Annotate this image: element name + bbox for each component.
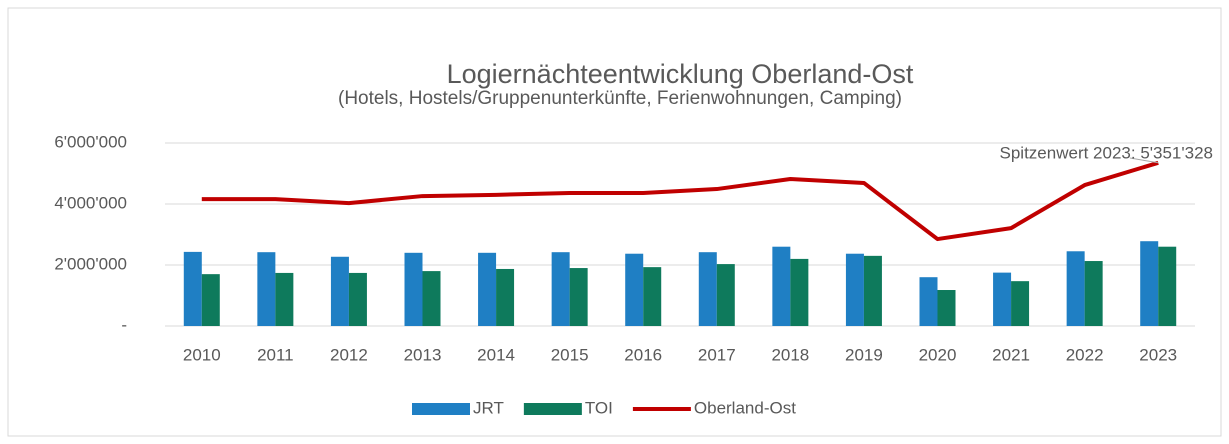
bar: [201, 274, 220, 326]
bar: [772, 246, 791, 326]
x-tick-label: 2023: [1139, 345, 1177, 364]
x-tick-label: 2017: [698, 345, 736, 364]
legend-swatch: [523, 403, 582, 415]
bar: [716, 264, 735, 326]
legend-label: Oberland-Ost: [694, 398, 796, 417]
x-tick-label: 2021: [992, 345, 1030, 364]
x-tick-label: 2010: [183, 345, 221, 364]
bar: [863, 255, 882, 326]
bar: [845, 253, 864, 326]
x-tick-label: 2020: [919, 345, 957, 364]
bar: [1011, 281, 1030, 326]
line-series: [201, 160, 1159, 242]
x-tick-label: 2016: [624, 345, 662, 364]
bar: [348, 272, 367, 326]
y-tick-label: 4'000'000: [54, 193, 127, 212]
x-tick-label: 2022: [1066, 345, 1104, 364]
bar: [183, 251, 202, 326]
x-tick-label: 2015: [551, 345, 589, 364]
bar: [1158, 246, 1177, 326]
y-tick-label: -: [121, 315, 127, 334]
bar: [404, 252, 423, 326]
x-tick-label: 2012: [330, 345, 368, 364]
x-tick-label: 2011: [257, 345, 294, 364]
bar: [643, 267, 662, 326]
x-tick-label: 2013: [404, 345, 442, 364]
bar: [275, 272, 294, 326]
chart-title: Logiernächteentwicklung Oberland-Ost: [447, 59, 914, 89]
bar: [1066, 251, 1085, 326]
legend-label: JRT: [473, 398, 504, 417]
bar: [569, 268, 588, 326]
x-tick-label: 2014: [477, 345, 515, 364]
bar: [422, 271, 441, 326]
bar: [330, 256, 349, 326]
legend-label: TOI: [585, 398, 613, 417]
bar: [937, 290, 956, 326]
chart-subtitle: (Hotels, Hostels/Gruppenunterkünfte, Fer…: [338, 88, 902, 109]
annotation: Spitzenwert 2023: 5'351'328: [1000, 143, 1213, 162]
legend-swatch: [412, 403, 470, 415]
bar: [625, 253, 644, 326]
y-tick-label: 2'000'000: [54, 254, 127, 273]
bar: [919, 277, 938, 326]
bar: [698, 252, 717, 326]
annotation-leader: [1129, 157, 1159, 164]
bar: [478, 252, 497, 326]
bar: [551, 252, 570, 326]
bar: [993, 272, 1012, 326]
x-tick-label: 2019: [845, 345, 883, 364]
bar: [1084, 261, 1103, 326]
y-tick-label: 6'000'000: [54, 132, 127, 151]
bar: [257, 252, 276, 326]
x-tick-label: 2018: [771, 345, 809, 364]
bar: [496, 268, 515, 326]
bar: [1140, 241, 1159, 326]
bar: [790, 258, 809, 326]
